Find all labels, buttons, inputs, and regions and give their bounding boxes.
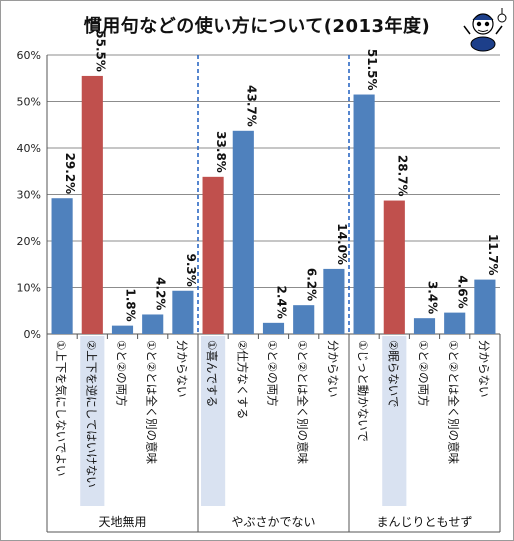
- bar-value-label: 33.8%: [214, 131, 228, 173]
- category-label: 分からない: [175, 340, 189, 398]
- bar-value-label: 14.0%: [335, 223, 349, 265]
- bar: [293, 305, 315, 334]
- group-label: まんじりともせず: [376, 515, 472, 529]
- bar-value-label: 29.2%: [63, 153, 77, 195]
- bar-value-label: 4.2%: [154, 277, 168, 310]
- bar-value-label: 4.6%: [456, 275, 470, 308]
- bar: [51, 198, 73, 334]
- category-label: ①と②の両方: [266, 340, 280, 407]
- bar-value-label: 51.5%: [365, 49, 379, 91]
- bar: [262, 322, 285, 334]
- bar: [111, 325, 134, 334]
- bar: [353, 94, 375, 335]
- category-label: ①と②とは全く別の意味: [296, 340, 310, 465]
- bar: [413, 318, 436, 334]
- bar: [444, 312, 466, 334]
- bar: [81, 75, 103, 335]
- bar: [202, 176, 224, 334]
- bar-value-label: 28.7%: [395, 155, 409, 197]
- y-tick-label: 10%: [17, 282, 41, 295]
- category-label: ②仕方なくする: [235, 340, 249, 419]
- category-label: ②眠らないで: [386, 340, 400, 407]
- chart-title: 慣用句などの使い方について(2013年度): [83, 16, 431, 37]
- mascot-character-icon: [463, 8, 507, 52]
- bar-value-label: 43.7%: [244, 85, 258, 127]
- bar-value-label: 2.4%: [275, 286, 289, 319]
- category-label: ②上下を逆にしてはいけない: [84, 340, 98, 488]
- category-label: ①と②とは全く別の意味: [447, 340, 461, 465]
- bar-value-label: 11.7%: [486, 234, 500, 276]
- bar: [474, 279, 496, 334]
- category-label: ①と②の両方: [115, 340, 129, 407]
- category-label: ①喜んでする: [205, 340, 219, 407]
- category-label: ①じっと動かないで: [356, 340, 370, 442]
- category-label: 分からない: [477, 340, 491, 398]
- y-tick-label: 30%: [17, 189, 41, 202]
- bar: [232, 130, 254, 334]
- y-tick-label: 50%: [17, 96, 41, 109]
- category-label: ①と②とは全く別の意味: [145, 340, 159, 465]
- y-tick-label: 40%: [17, 142, 41, 155]
- bar-value-label: 9.3%: [184, 253, 198, 286]
- highlight-label-bg: [201, 336, 226, 506]
- category-label: ①と②の両方: [417, 340, 431, 407]
- group-label: やぶさかでない: [231, 515, 315, 529]
- bar-value-label: 55.5%: [93, 30, 107, 72]
- category-label: ①上下を気にしないでよい: [54, 340, 68, 476]
- bar-value-label: 3.4%: [426, 281, 440, 314]
- bar: [172, 290, 194, 334]
- bar: [142, 314, 164, 334]
- bar: [323, 268, 345, 334]
- bar-value-label: 6.2%: [305, 268, 319, 301]
- highlight-label-bg: [80, 336, 105, 506]
- category-label: 分からない: [326, 340, 340, 398]
- highlight-label-bg: [382, 336, 407, 506]
- y-tick-label: 60%: [17, 49, 41, 62]
- group-label: 天地無用: [98, 514, 146, 529]
- bar-value-label: 1.8%: [124, 288, 138, 321]
- y-tick-label: 20%: [17, 235, 41, 248]
- y-tick-label: 0%: [24, 328, 41, 341]
- bar: [383, 200, 405, 334]
